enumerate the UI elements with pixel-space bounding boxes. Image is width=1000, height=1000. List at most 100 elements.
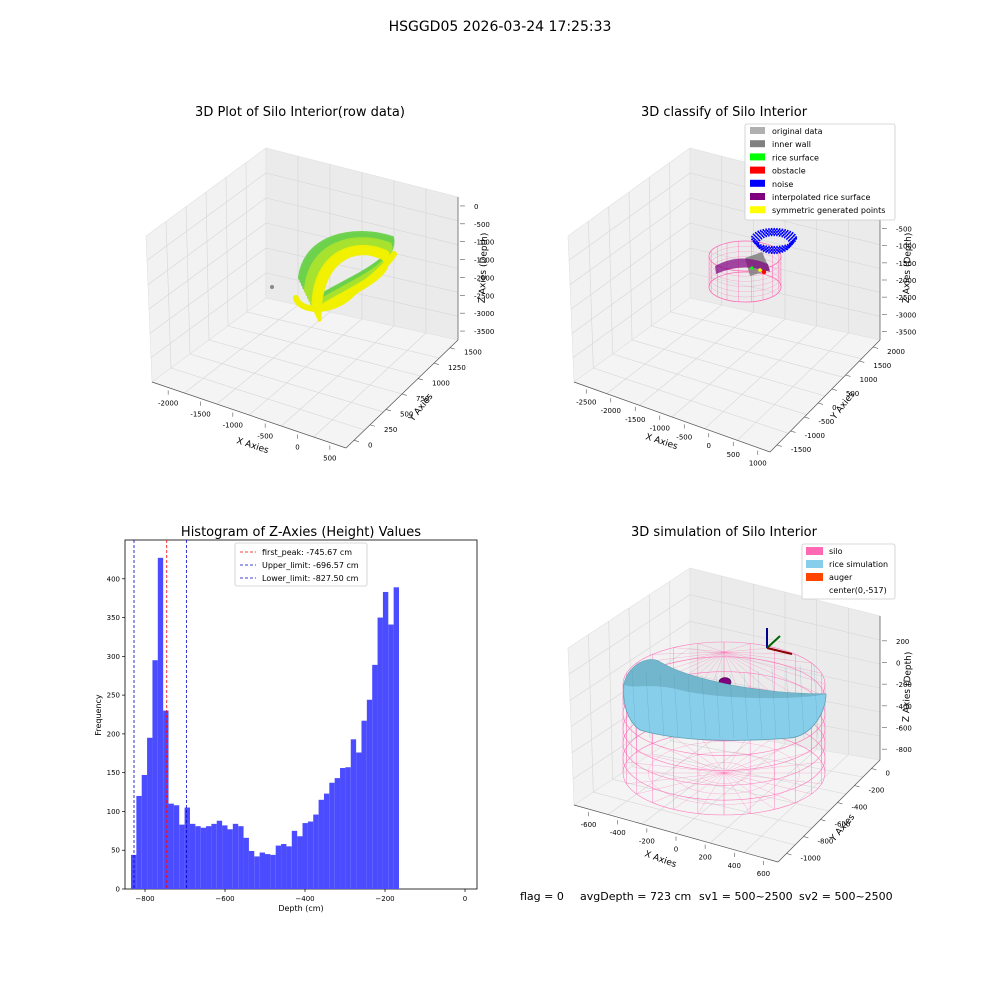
- classify-legend-swatch: [750, 127, 765, 134]
- classify-plot-x-tick-label: 500: [727, 451, 740, 459]
- classify-noise-ring: [750, 227, 798, 249]
- raw-plot-z-tick-label: -1500: [474, 257, 494, 265]
- histogram-bar: [136, 795, 142, 889]
- classify-legend-swatch: [750, 166, 765, 174]
- simulation-plot-y-ticks: -1000 -800 -600 -400 -200 0: [786, 768, 890, 863]
- classify-legend-label: obstacle: [772, 167, 806, 176]
- raw-plot-z-tick-label: -1000: [474, 239, 494, 247]
- classify-obstacle-point: [761, 269, 767, 275]
- raw-plot-x-tick-label: -1500: [190, 411, 210, 419]
- raw-plot-z-tick-label: -2000: [474, 274, 494, 282]
- histogram-legend-frame: [234, 542, 368, 587]
- simulation-plot-y-tick-mark: [803, 836, 809, 839]
- simulation-legend-swatch: [806, 560, 823, 568]
- raw-plot-x-axis-line: [151, 381, 347, 449]
- simulation-plot-x-tick-label: 400: [728, 862, 741, 870]
- histogram-bar: [302, 823, 308, 889]
- histogram-bar: [168, 803, 174, 889]
- raw-plot-z-tick-label: -3000: [474, 310, 494, 318]
- classify-silo-ring: [708, 256, 782, 287]
- rice-surface-mesh: [701, 675, 707, 739]
- classify-plot-x-tick-label: 1000: [749, 460, 767, 468]
- classify-legend-label: interpolated rice surface: [772, 193, 870, 202]
- rice-surface-mesh: [785, 666, 791, 739]
- histogram-bar: [366, 699, 373, 889]
- classify-plot-x-tick-label: -1500: [625, 416, 645, 424]
- simulation-plot-y-tick-mark: [786, 853, 792, 856]
- classify-legend-label: rice surface: [772, 153, 819, 162]
- histogram-bar: [350, 739, 357, 889]
- histogram-legend: first_peak: -745.67 cm Upper_limit: -696.…: [234, 542, 368, 587]
- classify-plot-z-tick-label: -3000: [896, 311, 916, 319]
- classify-legend-label: symmetric generated points: [772, 206, 885, 215]
- classify-plot-y-tick-label: 2000: [887, 348, 905, 356]
- simulation-plot-z-tick-label: -400: [896, 703, 912, 711]
- simulation-plot-y-axis-line: [777, 759, 881, 863]
- rice-surface-mesh: [645, 671, 651, 739]
- classify-plot-z-tick-label: -1000: [896, 243, 916, 251]
- raw-plot-grid-line: [265, 172, 459, 222]
- histogram-bar: [372, 664, 378, 889]
- simulation-plot-x-ticks: -600 -400 -200 0 200 400 600: [581, 812, 770, 878]
- rice-surface-mesh: [743, 672, 749, 739]
- classify-plot-x-tick-label: -500: [676, 433, 692, 441]
- raw-plot-z-label: Z Axies (Depth): [478, 233, 490, 304]
- silo-roof-spoke: [723, 651, 822, 696]
- raw-plot-x-ticks: -2000 -1500 -1000 -500 0 500: [158, 390, 337, 463]
- classify-plot-z-tick-label: -3500: [896, 328, 916, 336]
- classify-plot-axes-box: [567, 147, 881, 453]
- histogram-bar: [200, 827, 207, 889]
- histogram-bar: [281, 844, 287, 889]
- simulation-plot-x-axis-line: [573, 804, 779, 863]
- rice-surface-top: [624, 659, 826, 699]
- classify-plot-x-axis-line: [573, 381, 771, 453]
- classify-plot-z-label: Z Axies (Depth): [902, 233, 914, 304]
- classify-plot-z-tick-label: -2000: [896, 277, 916, 285]
- rice-surface-mesh: [715, 675, 721, 739]
- raw-plot-x-tick-label: 500: [323, 455, 336, 463]
- raw-plot-grid-line: [146, 172, 267, 261]
- avg-depth-text: avgDepth = 723 cm: [580, 890, 691, 903]
- simulation-plot-legend: silo rice simulation auger center(0,-517): [801, 543, 896, 600]
- raw-plot-z-tick-label: -2500: [474, 292, 494, 300]
- histogram-bar: [184, 807, 190, 889]
- rice-surface-mesh: [659, 673, 665, 739]
- histogram-legend-label: Upper_limit: -696.57 cm: [262, 561, 359, 570]
- rice-surface-mesh: [771, 668, 777, 739]
- simulation-plot-grid-line: [689, 594, 881, 641]
- simulation-plot-x-tick-label: 200: [698, 854, 711, 862]
- histogram-x-tick-label: −800: [135, 895, 154, 903]
- histogram-title: Histogram of Z-Axies (Height) Values: [181, 525, 421, 540]
- histogram-bar: [254, 856, 260, 889]
- simulation-plot-x-label: X Axies: [643, 849, 678, 870]
- classify-noise-ring: [752, 229, 796, 250]
- classify-plot-y-tick-label: -500: [818, 418, 834, 426]
- classify-plot-y-tick-mark: [831, 388, 837, 391]
- histogram-bar: [152, 660, 158, 889]
- histogram-bar: [323, 793, 330, 889]
- simulation-plot-y-label: Y Axies: [828, 812, 857, 844]
- histogram-bar: [173, 805, 180, 889]
- triad-x-arrow: [766, 647, 793, 655]
- classify-plot-grid-line: [568, 172, 691, 261]
- classify-plot-x-tick-label: -2500: [576, 398, 596, 406]
- histogram-bar: [275, 845, 282, 889]
- raw-plot-z-ticks: 0 -500 -1000 -1500 -2000 -2500 -3000 -3500: [460, 203, 494, 336]
- classify-silo-ring: [708, 246, 782, 277]
- classify-legend-label: original data: [772, 127, 823, 136]
- raw-plot-z-tick-label: 0: [474, 203, 478, 211]
- raw-plot-x-tick-label: -500: [257, 433, 273, 441]
- classify-legend-swatch: [750, 193, 765, 200]
- simulation-plot-x-tick-label: 0: [674, 846, 678, 854]
- simulation-legend-frame: [801, 543, 896, 600]
- simulation-plot-z-tick-label: 0: [896, 660, 900, 668]
- histogram-bar: [388, 624, 394, 889]
- histogram-bar: [157, 557, 164, 889]
- raw-plot-x-tick-label: 0: [295, 444, 299, 452]
- simulation-plot-y-tick-label: -800: [818, 838, 834, 846]
- simulation-plot-y-tick-mark: [854, 785, 860, 788]
- histogram-bar: [377, 617, 383, 889]
- histogram-y-tick-label: 300: [107, 653, 120, 661]
- classify-plot-legend: original data inner wall rice surface obsta…: [744, 123, 896, 221]
